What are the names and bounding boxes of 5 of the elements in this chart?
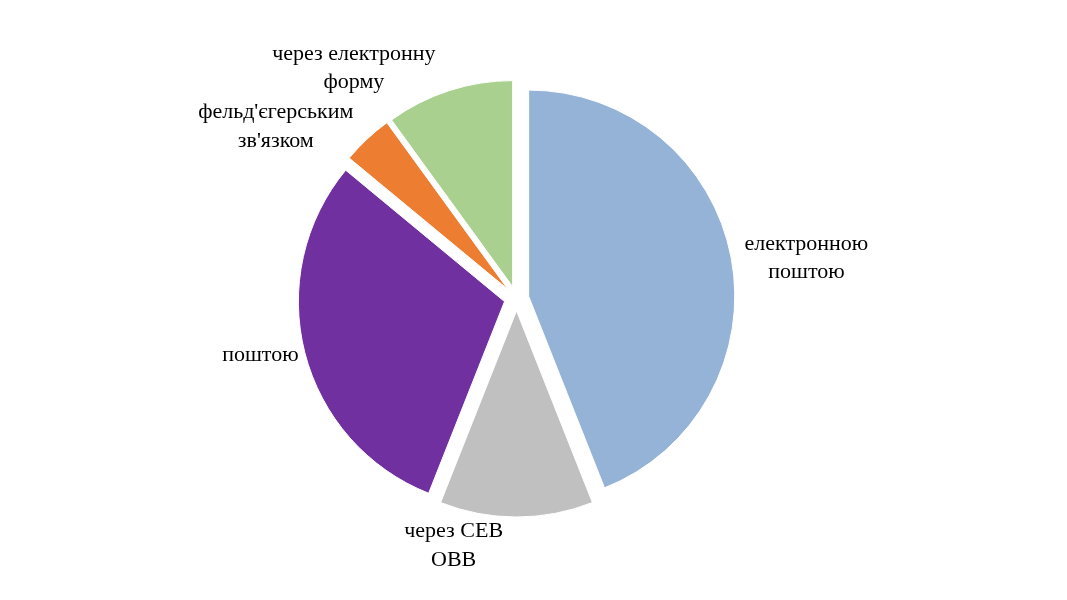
slice-label: електронною поштою [744,229,869,284]
slice-label: через СЕВ ОВВ [404,517,504,571]
slice-label: фельд'єгерським зв'язком [198,98,354,152]
slice-label: через електронну форму [272,39,436,94]
slice-label: поштою [222,341,299,367]
